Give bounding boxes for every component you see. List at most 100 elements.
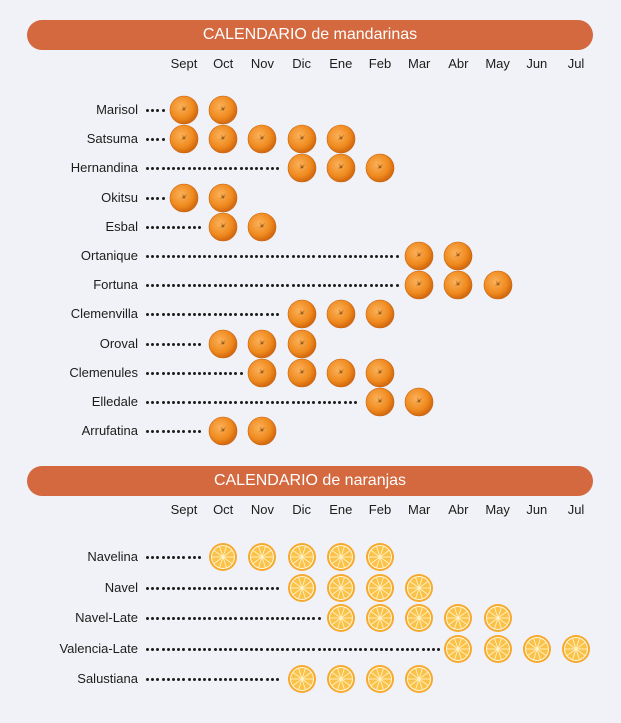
mandarin-leader-dot — [208, 167, 212, 171]
mandarin-leader-dot — [291, 284, 295, 288]
orange-leader-dot — [270, 678, 274, 681]
mandarin-leader-dot — [260, 284, 264, 288]
mandarin-leader-dot — [218, 255, 222, 258]
orange-leader-dot — [177, 678, 181, 681]
orange-leader-dot — [291, 647, 295, 651]
orange-slice-icon — [483, 634, 513, 664]
orange-leader-dot — [161, 586, 165, 590]
mandarin-leader-dot — [182, 255, 186, 258]
orange-leader-dot — [187, 647, 191, 651]
mandarin-leader-dot — [260, 313, 264, 317]
mandarin-leader-dot — [239, 401, 243, 404]
orange-leader-dot — [192, 617, 196, 620]
mandarin-leader-dot — [244, 284, 248, 288]
mandarin-leader-dot — [239, 284, 243, 288]
mandarin-leader-dot — [208, 284, 212, 288]
orange-leader-dot — [317, 617, 321, 620]
mandarin-leader-dot — [354, 284, 357, 288]
orange-leader-dot — [203, 678, 207, 681]
whole-mandarin-icon — [326, 124, 356, 154]
mandarin-leader-dot — [307, 401, 311, 404]
mandarin-leader-dot — [208, 371, 212, 375]
orange-slice-icon — [208, 542, 238, 572]
orange-slice-icon — [404, 664, 434, 694]
orange-slice-icon — [287, 664, 317, 694]
mandarin-leader-dot — [151, 430, 155, 434]
mandarin-leader-dot — [161, 255, 165, 258]
mandarin-leader-dot — [312, 284, 316, 288]
orange-leader-dot — [265, 678, 269, 681]
mandarin-leader-dot — [265, 167, 269, 171]
mandarin-leader-dot — [229, 371, 233, 375]
mandarin-leader-dot — [156, 430, 160, 434]
orange-leader-dot — [369, 647, 373, 651]
orange-leader-dot — [177, 586, 181, 590]
mandarin-leader-dot — [151, 138, 155, 142]
mandarin-leader-dot — [198, 371, 201, 375]
mandarin-leader-dot — [192, 313, 196, 317]
mandarin-leader-dot — [348, 255, 352, 258]
mandarin-leader-dot — [203, 284, 207, 288]
mandarin-leader-dot — [307, 284, 311, 288]
whole-mandarin-icon — [247, 124, 277, 154]
mandarin-leader-dot — [187, 313, 191, 317]
orange-month-label: Oct — [213, 502, 234, 517]
mandarin-leader-dot — [198, 225, 201, 229]
mandarin-leader-dot — [374, 255, 378, 258]
orange-leader-dot — [276, 586, 279, 590]
mandarin-leader-dot — [151, 371, 155, 375]
mandarin-leader-dot — [322, 255, 326, 258]
mandarin-leader-dot — [166, 167, 170, 171]
mandarin-leader-dot — [177, 342, 181, 346]
mandarin-leader-dot — [182, 371, 186, 375]
mandarin-leader-dot — [192, 255, 196, 258]
orange-slice-icon — [404, 603, 434, 633]
mandarin-leader-dot — [369, 284, 373, 288]
whole-mandarin-icon — [247, 358, 277, 388]
mandarin-leader-dot — [198, 342, 201, 346]
mandarin-leader-dot — [177, 401, 181, 404]
whole-mandarin-icon — [247, 329, 277, 359]
mandarin-leader-dot — [374, 284, 378, 288]
mandarin-leader-dot — [166, 225, 170, 229]
mandarin-leader-dot — [187, 167, 191, 171]
whole-mandarin-icon — [169, 95, 199, 125]
mandarin-leader-dot — [250, 255, 253, 258]
orange-leader-dot — [250, 678, 253, 681]
orange-leader-dot — [213, 678, 217, 681]
orange-leader-dot — [270, 617, 274, 620]
mandarin-leader-dot — [229, 167, 233, 171]
orange-leader-dot — [432, 647, 435, 651]
mandarin-leader-dot — [146, 430, 149, 434]
mandarin-leader-dot — [151, 167, 155, 171]
orange-slice-icon — [522, 634, 552, 664]
orange-leader-dot — [312, 617, 316, 620]
mandarin-leader-dot — [265, 255, 269, 258]
mandarin-leader-dot — [239, 255, 243, 258]
mandarin-leader-dot — [270, 401, 274, 404]
mandarin-leader-dot — [328, 255, 331, 258]
orange-leader-dot — [161, 556, 165, 559]
mandarin-leader-dot — [276, 313, 279, 317]
mandarin-leader-dot — [270, 313, 274, 317]
mandarin-leader-dots — [146, 371, 244, 375]
orange-slice-icon — [561, 634, 591, 664]
mandarin-variety-label: Elledale — [91, 394, 138, 409]
whole-mandarin-icon — [208, 329, 238, 359]
mandarin-leader-dot — [302, 255, 305, 258]
mandarin-leader-dot — [146, 255, 149, 258]
orange-slice-icon — [443, 603, 473, 633]
mandarin-leader-dot — [146, 138, 149, 142]
mandarin-leader-dot — [161, 342, 165, 346]
mandarin-variety-label: Fortuna — [93, 277, 138, 293]
whole-mandarin-icon — [483, 270, 513, 300]
orange-leader-dot — [166, 556, 170, 559]
mandarin-leader-dot — [161, 313, 165, 317]
orange-leader-dot — [161, 647, 165, 651]
orange-month-label: Abr — [448, 502, 469, 517]
orange-leader-dot — [218, 678, 222, 681]
mandarin-leader-dot — [192, 371, 196, 375]
orange-variety-label: Navel-Late — [75, 610, 138, 625]
orange-leader-dot — [255, 678, 259, 681]
